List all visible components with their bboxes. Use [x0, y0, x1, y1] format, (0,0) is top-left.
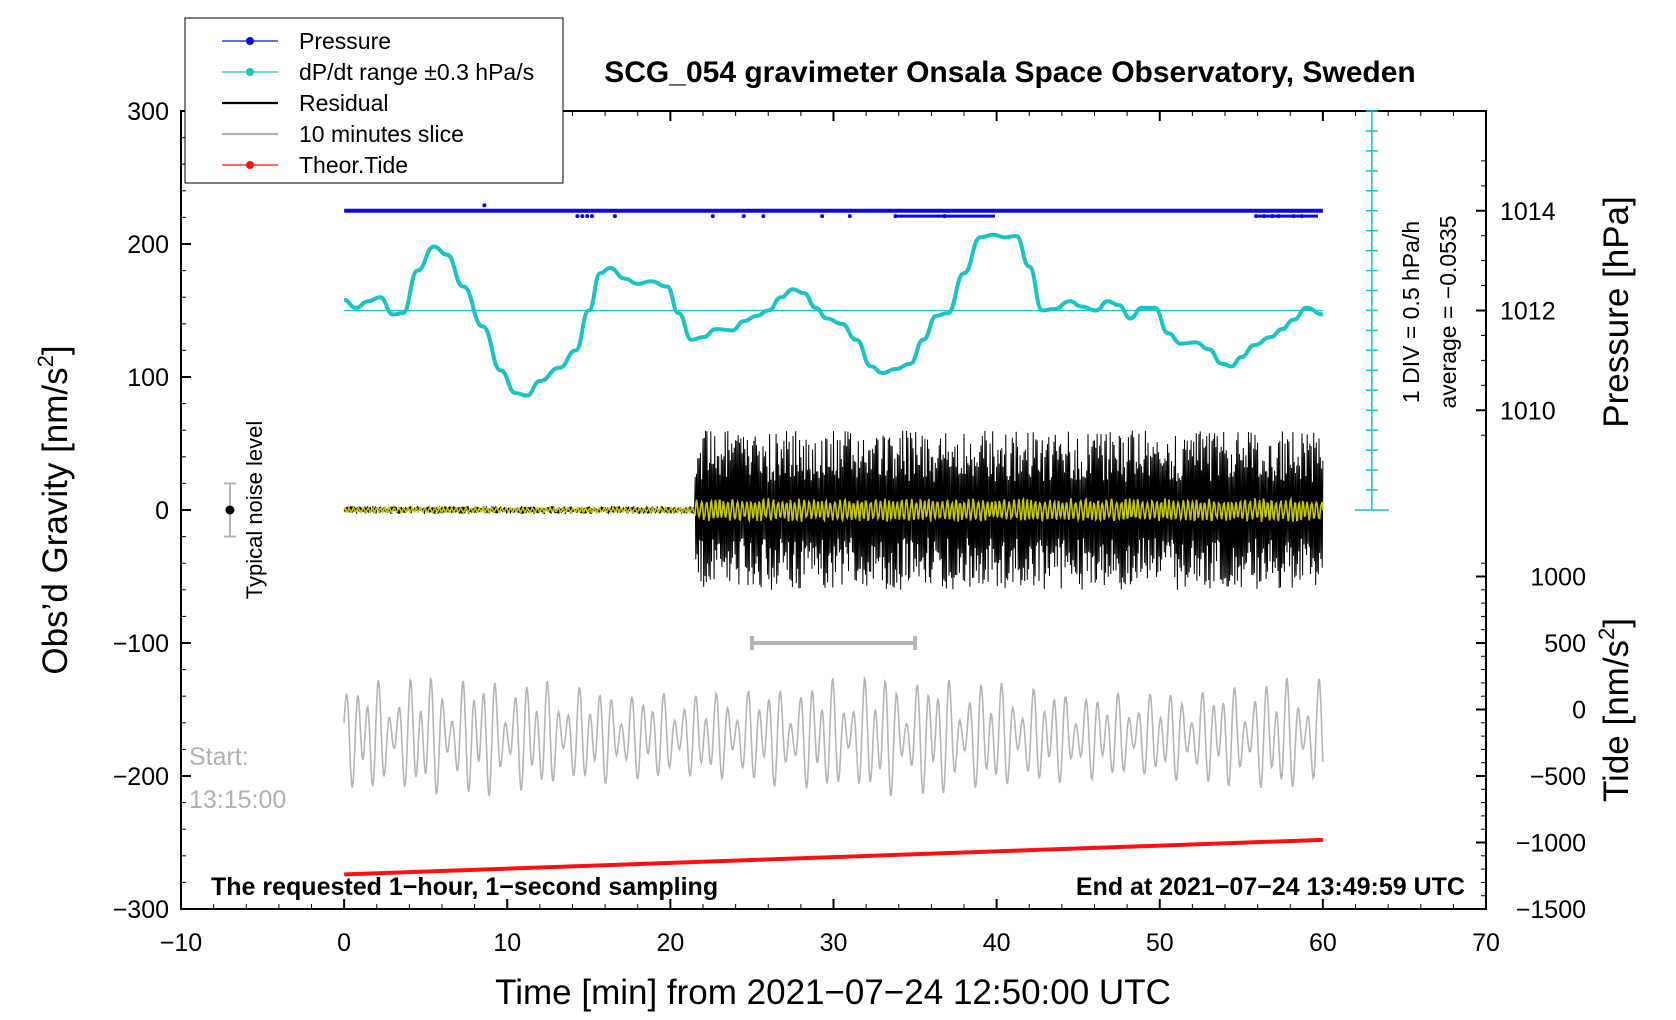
legend-label: Theor.Tide: [299, 152, 408, 178]
pressure-outlier-dot: [1291, 214, 1296, 219]
legend: Pressure dP/dt range ±0.3 hPa/s Residual 10…: [184, 17, 564, 184]
legend-swatch-dot: [246, 68, 254, 76]
tide-tick-label: 0: [1572, 697, 1586, 725]
pressure-tick-label: 1014: [1500, 198, 1556, 226]
pressure-outlier-dot: [1270, 214, 1275, 219]
start-label: Start:: [189, 743, 249, 771]
dpdt-average-label: average = −0.0535: [1435, 215, 1461, 408]
residual-filtered-line: [343, 496, 1324, 524]
pressure-outlier-dot: [1253, 214, 1258, 219]
x-tick-label: 40: [983, 929, 1011, 957]
x-tick-label: 10: [493, 929, 521, 957]
tide-tick-label: 500: [1544, 630, 1586, 658]
y-axis-label-tide-sup: 2: [1594, 628, 1619, 640]
x-tick-label: 70: [1472, 929, 1500, 957]
x-tick-label: −10: [160, 929, 202, 957]
y-tick-label: 300: [127, 98, 169, 126]
legend-box: [184, 17, 564, 184]
pressure-outlier-dot: [580, 214, 585, 219]
pressure-outlier-dot: [761, 214, 766, 219]
pressure-outlier-dot: [1299, 214, 1304, 219]
noise-dot: [225, 505, 235, 515]
dpdt-line: [343, 232, 1324, 398]
pressure-tick-label: 1010: [1500, 397, 1556, 425]
slice-line: [343, 676, 1324, 797]
y-axis-label-pressure: Pressure [hPa]: [1597, 196, 1636, 428]
legend-label: Residual: [299, 90, 389, 116]
tide-line: [344, 837, 1323, 877]
y-axis-label-left-close: ]: [36, 345, 75, 355]
legend-label: Pressure: [299, 28, 391, 54]
bottom-left-note: The requested 1−hour, 1−second sampling: [211, 873, 718, 901]
pressure-tick-label: 1012: [1500, 298, 1556, 326]
y-axis-label-tide-text: Tide [nm/s: [1597, 640, 1636, 802]
pressure-spike-dot: [482, 203, 487, 208]
tide-tick-label: −1000: [1516, 830, 1586, 858]
legend-swatch-dot: [246, 161, 254, 169]
pressure-outlier-dot: [710, 214, 715, 219]
pressure-outlier-dot: [893, 214, 898, 219]
y-tick-label: 200: [127, 231, 169, 259]
x-axis-label: Time [min] from 2021−07−24 12:50:00 UTC: [495, 973, 1171, 1012]
y-tick-label: −200: [113, 763, 169, 791]
bottom-right-note: End at 2021−07−24 13:49:59 UTC: [1076, 873, 1465, 901]
pressure-outlier-dot: [1262, 214, 1267, 219]
noise-level-label: Typical noise level: [242, 421, 267, 600]
y-tick-label: −300: [113, 896, 169, 924]
pressure-outlier-dot: [590, 214, 595, 219]
y-axis-label-tide: Tide [nm/s2]: [1594, 618, 1636, 802]
x-tick-label: 50: [1146, 929, 1174, 957]
pressure-outlier-dot: [847, 214, 852, 219]
pressure-outlier-dot: [741, 214, 746, 219]
x-tick-label: 0: [337, 929, 351, 957]
legend-swatch-dot: [246, 37, 254, 45]
y-axis-label-left-text: Obs’d Gravity [nm/s: [36, 367, 75, 674]
legend-label: 10 minutes slice: [299, 121, 464, 147]
x-tick-label: 30: [820, 929, 848, 957]
y-tick-label: −100: [113, 630, 169, 658]
pressure-outlier-dot: [1276, 214, 1281, 219]
tide-tick-label: 1000: [1530, 564, 1586, 592]
pressure-outlier-dot: [820, 214, 825, 219]
legend-label: dP/dt range ±0.3 hPa/s: [299, 59, 534, 85]
y-axis-label-left-sup: 2: [33, 355, 58, 367]
pressure-outlier-dot: [612, 214, 617, 219]
y-axis-label-tide-close: ]: [1597, 618, 1636, 628]
pressure-outlier-dot: [585, 214, 590, 219]
x-tick-label: 20: [656, 929, 684, 957]
start-time: 13:15:00: [189, 786, 286, 814]
tide-tick-label: −500: [1530, 763, 1586, 791]
y-tick-label: 100: [127, 364, 169, 392]
y-tick-label: 0: [155, 497, 169, 525]
y-axis-label-left: Obs’d Gravity [nm/s2]: [33, 345, 75, 674]
pressure-outlier-dot: [942, 214, 947, 219]
x-tick-label: 60: [1309, 929, 1337, 957]
tide-tick-label: −1500: [1516, 896, 1586, 924]
pressure-outlier-dot: [575, 214, 580, 219]
chart-title: SCG_054 gravimeter Onsala Space Observat…: [604, 56, 1416, 89]
dpdt-scale-label: 1 DIV = 0.5 hPa/h: [1398, 221, 1424, 403]
